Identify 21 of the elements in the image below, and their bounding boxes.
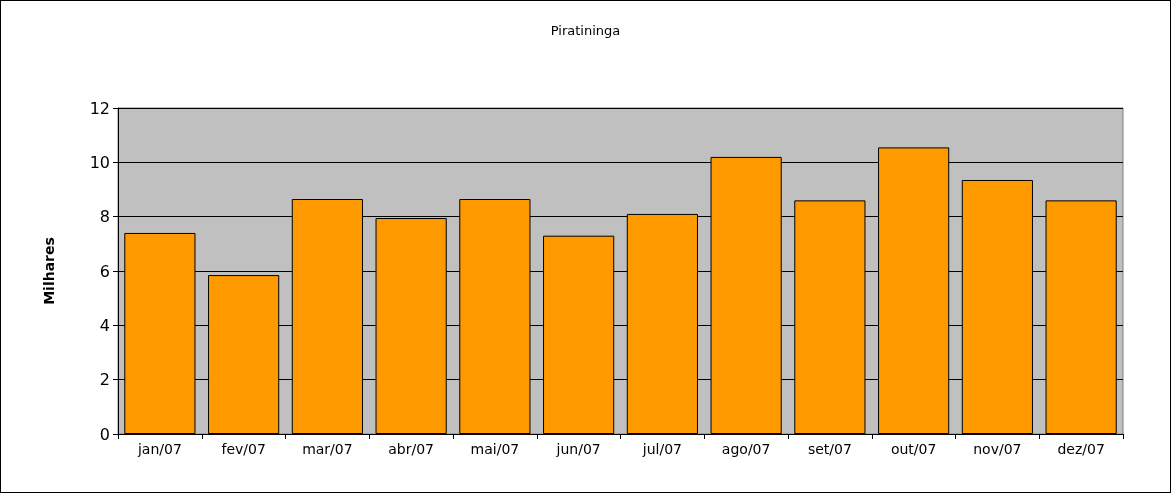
y-tick-label: 0 <box>99 424 110 444</box>
x-tick-label: out/07 <box>890 441 937 457</box>
y-tick-label: 4 <box>99 315 110 335</box>
y-tick-label: 8 <box>99 207 110 227</box>
x-tick-label: jan/07 <box>136 441 182 457</box>
x-tick-label: jul/07 <box>641 441 682 457</box>
x-tick-label: fev/07 <box>221 441 266 457</box>
chart-title: Piratininga <box>550 23 621 38</box>
y-axis-title: Milhares <box>41 237 57 305</box>
x-tick-label: mai/07 <box>470 441 520 457</box>
x-tick-label: nov/07 <box>973 441 1022 457</box>
x-tick-label: abr/07 <box>388 441 435 457</box>
y-tick-label: 2 <box>99 370 110 390</box>
x-tick-label: mar/07 <box>302 441 353 457</box>
x-tick-label: jun/07 <box>555 441 601 457</box>
y-tick-label: 12 <box>89 98 110 118</box>
x-tick-label: dez/07 <box>1057 441 1105 457</box>
y-tick-label: 6 <box>99 261 110 281</box>
y-tick-label: 10 <box>89 152 110 172</box>
x-tick-label: ago/07 <box>721 441 771 457</box>
x-tick-label: set/07 <box>807 441 852 457</box>
